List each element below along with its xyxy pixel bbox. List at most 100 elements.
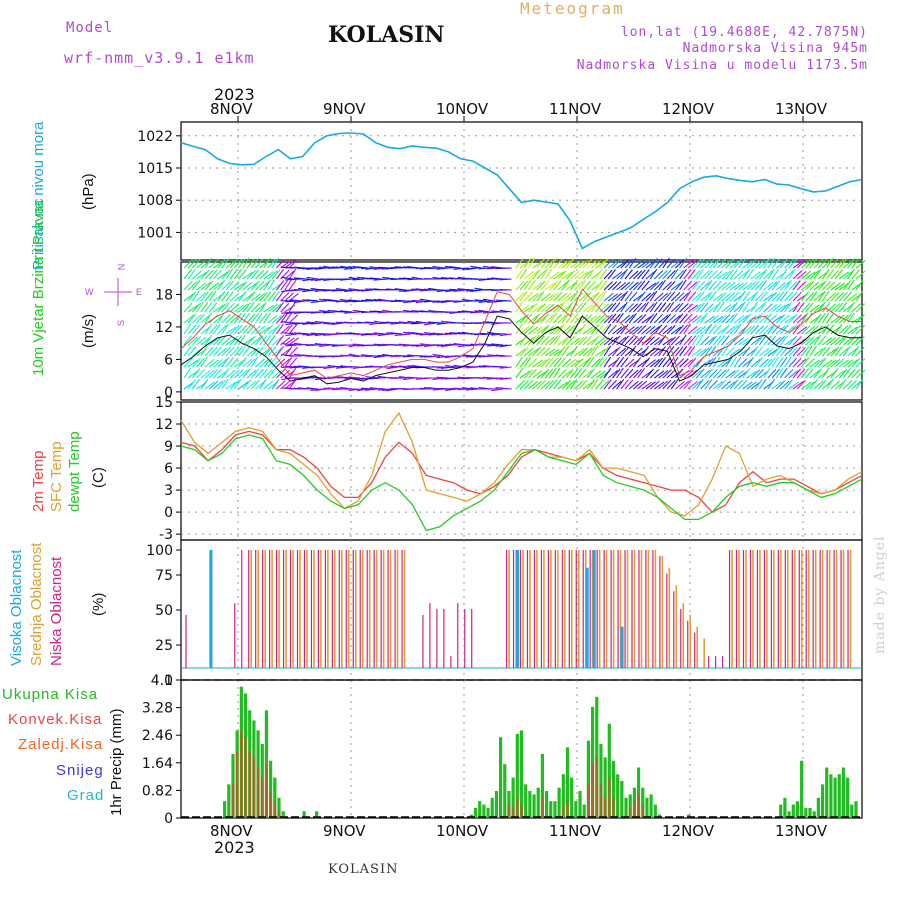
wind-arrow <box>225 337 237 346</box>
wind-arrow <box>847 293 858 302</box>
wind-arrow <box>453 332 466 335</box>
wind-arrow <box>561 271 573 280</box>
wind-arrow <box>763 281 774 291</box>
wind-arrow <box>725 356 733 368</box>
wind-arrow <box>838 258 848 269</box>
wind-arrow <box>275 323 284 335</box>
wind-arrow <box>491 343 504 346</box>
wind-arrow <box>691 303 702 313</box>
wind-arrow <box>536 335 545 346</box>
wind-arrow <box>633 336 643 346</box>
wind-arrow <box>280 358 290 368</box>
wind-arrow <box>449 343 462 346</box>
precip-bar-ukupna <box>837 774 841 818</box>
x-tick-label-top: 9NOV <box>323 100 366 118</box>
wind-arrow <box>457 388 470 391</box>
wind-arrow <box>515 356 523 368</box>
precip-bar-ukupna <box>641 787 645 818</box>
wind-arrow <box>582 291 592 302</box>
wind-arrow <box>532 326 543 335</box>
wind-arrow <box>758 378 767 390</box>
wind-arrow <box>805 325 816 335</box>
wind-arrow <box>641 357 651 368</box>
wind-arrow <box>449 288 462 291</box>
y-tick-label: 3.28 <box>142 701 173 717</box>
wind-arrow <box>361 289 374 292</box>
wind-arrow <box>847 258 856 269</box>
wind-arrow <box>645 313 655 324</box>
wind-arrow <box>221 281 231 291</box>
wind-arrow <box>250 269 260 280</box>
wind-arrow <box>544 336 555 346</box>
wind-arrow <box>683 359 694 368</box>
wind-arrow <box>633 325 643 335</box>
wind-arrow <box>851 368 861 379</box>
wind-arrow <box>788 313 798 324</box>
wind-arrow <box>737 301 746 313</box>
wind-arrow <box>801 325 811 335</box>
wind-arrow <box>474 299 487 302</box>
wind-arrow <box>708 335 718 346</box>
wind-arrow <box>586 368 596 379</box>
wind-arrow <box>624 358 635 368</box>
wind-arrow <box>603 259 613 269</box>
y-tick-label: 2.46 <box>142 728 173 744</box>
wind-arrow <box>847 279 855 291</box>
wind-arrow <box>548 357 559 368</box>
wind-arrow <box>695 334 704 346</box>
wind-arrow <box>826 303 836 313</box>
wind-arrow <box>402 355 416 358</box>
wind-arrow <box>603 281 613 291</box>
wind-arrow <box>687 345 696 357</box>
wind-arrow <box>662 325 673 335</box>
wind-arrow <box>255 380 266 390</box>
wind-arrow <box>792 336 802 346</box>
wind-arrow <box>809 336 819 346</box>
wind-arrow <box>284 346 293 357</box>
wind-arrow <box>616 347 627 357</box>
wind-arrow <box>565 368 575 379</box>
wind-arrow <box>187 258 197 269</box>
wind-arrow <box>561 358 572 368</box>
precip-bar-ukupna <box>511 777 515 818</box>
precip-bar-ukupna <box>557 787 561 818</box>
x-tick-label-top: 12NOV <box>662 100 715 118</box>
wind-arrow <box>217 358 228 368</box>
wind-arrow <box>233 258 243 269</box>
wind-arrow <box>826 292 837 302</box>
precip-bar-konvek <box>562 807 565 818</box>
wind-arrow <box>540 258 550 269</box>
wind-arrow <box>666 269 676 280</box>
x-tick-label-bottom: 12NOV <box>662 822 715 840</box>
wind-arrow <box>242 345 251 357</box>
wind-arrow <box>246 282 258 291</box>
wind-arrow <box>586 260 597 269</box>
wind-arrow <box>687 281 698 291</box>
wind-arrow <box>578 302 587 313</box>
precip-bar-ukupna <box>816 797 820 818</box>
wind-arrow <box>436 344 449 347</box>
wind-arrow <box>233 378 242 390</box>
wind-arrow <box>624 326 635 335</box>
wind-arrow <box>217 271 228 280</box>
wind-arrow <box>821 367 830 379</box>
wind-arrow <box>208 337 220 346</box>
x-tick-label-top: 8NOV <box>210 100 253 118</box>
wind-arrow <box>763 293 774 302</box>
precip-bar-konvek <box>265 764 268 818</box>
wind-arrow <box>670 378 679 390</box>
wind-arrow <box>628 313 637 324</box>
wind-arrow <box>515 315 526 324</box>
wind-arrow <box>415 288 428 291</box>
wind-arrow <box>607 348 619 357</box>
wind-arrow <box>733 270 744 280</box>
wind-arrow <box>233 346 243 357</box>
wind-arrow <box>183 314 194 324</box>
wind-arrow <box>712 324 722 335</box>
wind-arrow <box>436 376 449 379</box>
wind-arrow <box>599 290 607 302</box>
wind-arrow <box>851 269 860 280</box>
sfc-temp-line <box>180 411 863 517</box>
wind-arrow <box>675 380 686 390</box>
wind-arrow <box>238 303 248 313</box>
